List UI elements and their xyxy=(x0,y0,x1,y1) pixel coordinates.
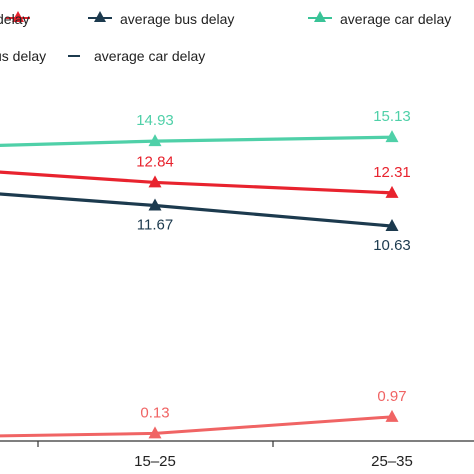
data-point-marker xyxy=(385,219,399,232)
legend-marker-average-bus-delay xyxy=(88,11,112,22)
legend-marker-average-car-delay xyxy=(308,11,332,22)
data-label: 0.13 xyxy=(140,404,169,421)
data-point-marker xyxy=(148,426,162,439)
x-tick-label: 25–35 xyxy=(371,453,413,470)
series-line xyxy=(0,415,393,438)
data-point-marker xyxy=(148,134,162,147)
legend-label-us-delay: us delay xyxy=(0,48,46,64)
legend-marker-delay xyxy=(6,11,30,22)
data-point-marker xyxy=(385,130,399,143)
legend-label-delay: delay xyxy=(0,11,29,27)
legend-label-average-car-delay: average car delay xyxy=(340,11,451,27)
data-point-marker xyxy=(148,175,162,188)
series-0-average-car-delay: 14.93 15.13 xyxy=(0,108,411,147)
data-point-marker xyxy=(148,198,162,211)
data-label: 15.13 xyxy=(373,108,411,125)
data-label: 10.63 xyxy=(373,237,411,254)
legend-label-average-bus-delay: average bus delay xyxy=(120,11,234,27)
data-point-marker xyxy=(385,409,399,422)
data-label: 12.31 xyxy=(373,164,411,181)
series-line xyxy=(0,170,393,195)
series-line xyxy=(0,192,393,228)
data-label: 12.84 xyxy=(136,153,174,170)
series-3-series: 0.13 0.97 xyxy=(0,388,407,439)
legend: delay average bus delay average car delay u… xyxy=(0,11,451,64)
data-label: 11.67 xyxy=(137,217,173,234)
data-label: 0.97 xyxy=(377,388,406,405)
legend-label-average-car-delay-2: average car delay xyxy=(94,48,205,64)
series-line xyxy=(0,135,393,147)
x-axis: 15–25 25–35 xyxy=(0,440,474,470)
x-tick-label: 15–25 xyxy=(134,453,176,470)
data-label: 14.93 xyxy=(136,112,174,129)
data-point-marker xyxy=(385,185,399,198)
series-1-series: 12.84 12.31 xyxy=(0,153,411,198)
series-lines: 14.93 15.13 12.84 12.31 11.67 10.63 0.13 0.97 xyxy=(0,108,411,439)
series-2-average-bus-delay: 11.67 10.63 xyxy=(0,192,411,254)
